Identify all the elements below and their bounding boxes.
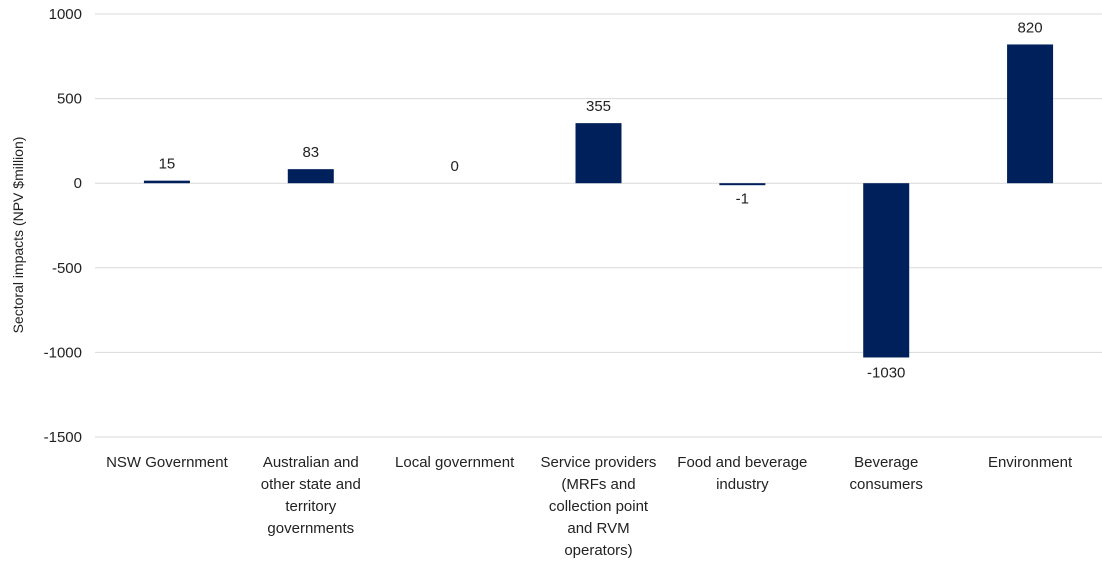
bar <box>1007 44 1054 184</box>
y-tick-label: 1000 <box>49 6 82 23</box>
data-labels: 15 83 0 355 -1 -1030 820 <box>159 19 1043 381</box>
gridlines <box>95 13 1102 438</box>
data-label: 820 <box>1018 19 1043 36</box>
category-label: Service providers (MRFs and collection poi… <box>541 454 657 559</box>
data-label: -1 <box>736 190 749 207</box>
y-axis-title: Sectoral impacts (NPV $million) <box>10 137 26 334</box>
data-label: 83 <box>302 144 319 161</box>
category-label: Environment <box>988 454 1073 471</box>
y-tick-label: 500 <box>57 91 82 108</box>
data-label: 355 <box>586 98 611 115</box>
y-tick-label: 0 <box>74 175 82 192</box>
bars <box>143 44 1054 358</box>
bar <box>863 183 910 358</box>
category-label: Australian and other state and territory go… <box>261 454 361 537</box>
data-label: -1030 <box>867 364 905 381</box>
category-label: Food and beverage industry <box>677 454 807 493</box>
bar <box>719 183 766 186</box>
data-label: 0 <box>450 158 458 175</box>
category-label: Local government <box>395 454 515 471</box>
y-tick-label: -1000 <box>44 344 82 361</box>
y-tick-label: -1500 <box>44 429 82 446</box>
category-label: NSW Government <box>106 454 229 471</box>
bar <box>575 123 622 184</box>
bar <box>287 169 334 184</box>
bar <box>143 180 190 184</box>
y-axis-ticks: 1000 500 0 -500 -1000 -1500 <box>44 6 82 446</box>
category-label: Beverage consumers <box>850 454 923 493</box>
y-tick-label: -500 <box>52 260 82 277</box>
data-label: 15 <box>159 156 176 173</box>
category-labels: NSW Government Australian and other state … <box>106 454 1073 559</box>
